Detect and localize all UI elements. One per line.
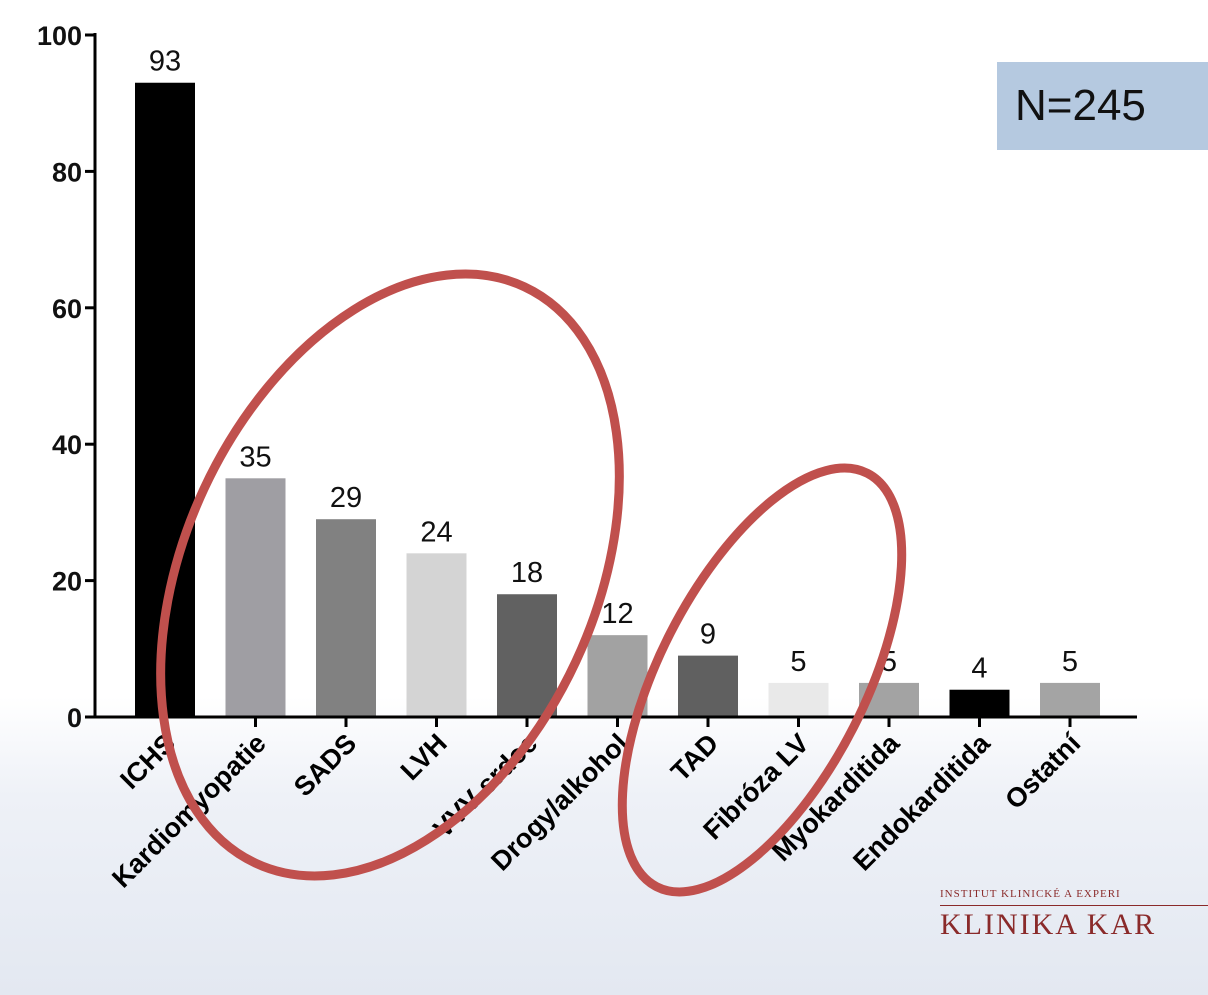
logo-top-text: INSTITUT KLINICKÉ A EXPERI [940,888,1121,900]
logo-main-text: KLINIKA KAR [940,908,1157,941]
category-label-1: Kardiomyopatie [106,728,271,893]
y-tick-label-0: 0 [67,703,82,733]
y-tick-label-3: 60 [52,294,82,324]
value-label-1: 35 [239,441,271,473]
sample-size-box: N=245 [997,62,1208,150]
y-tick-label-1: 20 [52,567,82,597]
highlight-ellipse-cardio-group [156,269,624,881]
bar-2 [316,519,376,717]
bar-3 [406,553,467,717]
value-label-6: 9 [700,619,716,651]
y-tick-label-2: 40 [52,430,82,460]
y-tick-label-4: 80 [52,157,82,187]
value-label-4: 18 [511,557,543,589]
category-label-2: SADS [288,728,362,802]
value-label-2: 29 [330,482,362,514]
highlight-ellipse-tad-fibrosis [617,463,907,897]
institute-logo: INSTITUT KLINICKÉ A EXPERI KLINIKA KAR [940,888,1208,948]
logo-divider [940,905,1208,906]
value-label-3: 24 [420,516,452,548]
value-label-0: 93 [149,46,181,78]
category-label-10: Ostatní [999,727,1087,815]
bar-4 [497,594,557,717]
sample-size-label: N=245 [1015,81,1146,130]
bar-6 [678,655,738,717]
category-label-6: TAD [665,728,724,787]
bar-9 [949,689,1010,717]
bar-10 [1040,682,1100,717]
value-label-5: 12 [601,598,633,630]
value-label-10: 5 [1062,646,1078,678]
bar-7 [768,682,829,717]
category-label-3: LVH [395,728,453,786]
value-label-7: 5 [790,646,806,678]
value-label-9: 4 [971,653,987,685]
y-tick-label-5: 100 [37,21,82,51]
bar-1 [225,478,286,717]
